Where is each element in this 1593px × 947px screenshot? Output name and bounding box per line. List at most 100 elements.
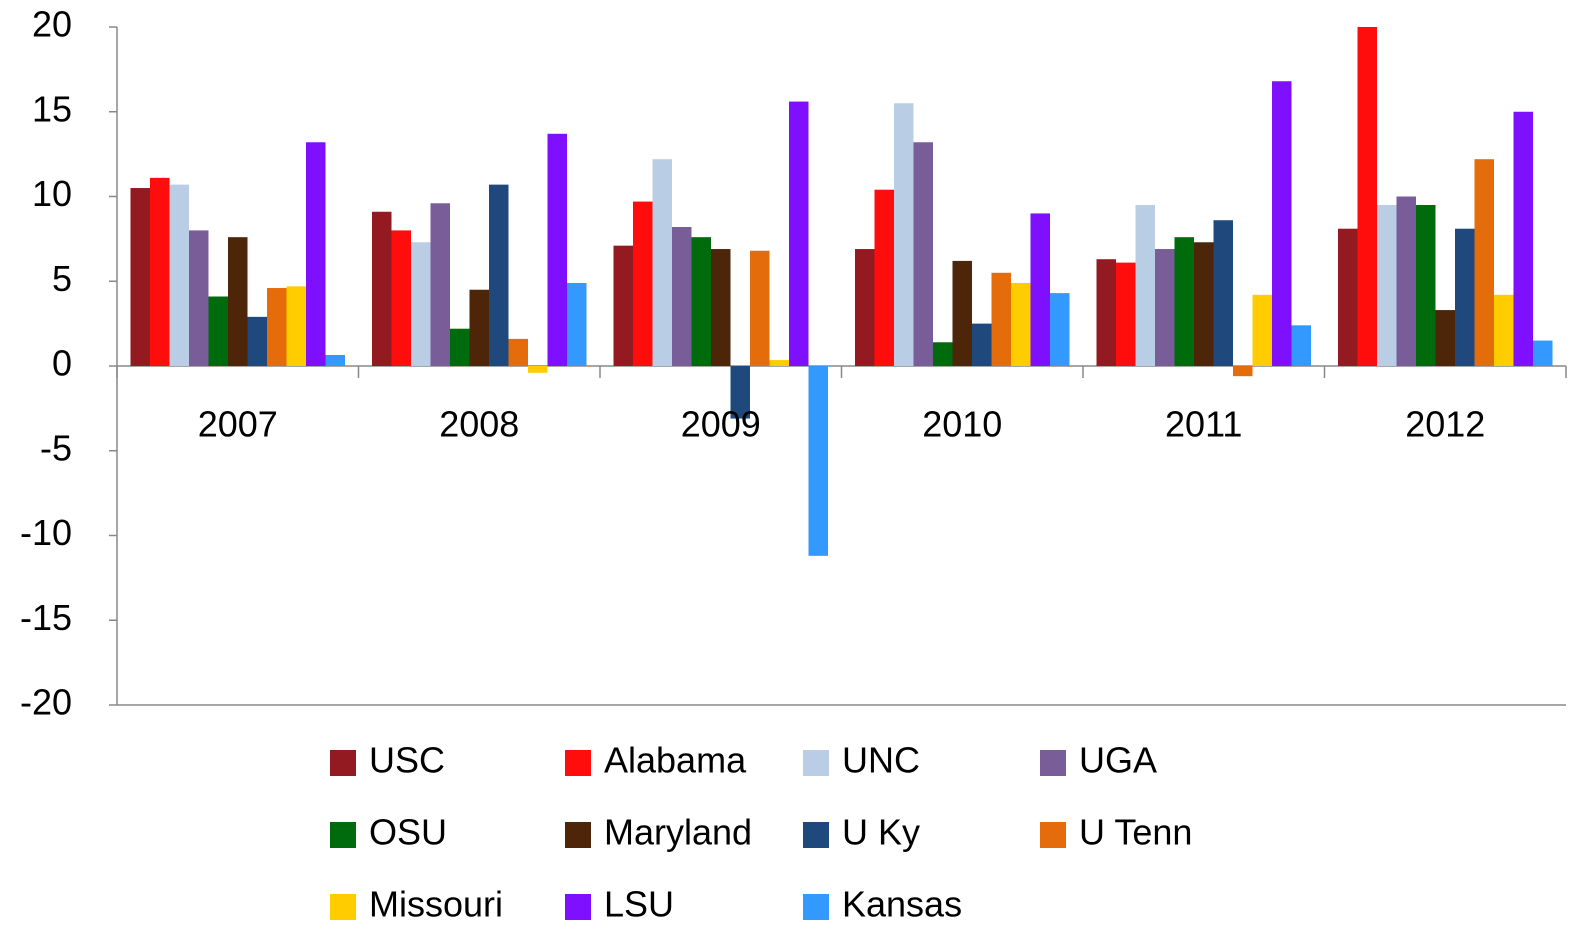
legend-label: Kansas (842, 884, 962, 925)
bar (1011, 282, 1031, 366)
bar (1155, 249, 1175, 366)
bar (1357, 27, 1377, 366)
x-tick-label: 2009 (681, 404, 761, 445)
y-tick-label: 20 (32, 4, 72, 45)
bar (150, 177, 170, 366)
bar (672, 227, 692, 366)
bar (874, 189, 894, 366)
bar (189, 230, 209, 366)
bar (130, 188, 150, 366)
y-tick-label: 0 (52, 343, 72, 384)
y-tick-label: -10 (20, 512, 72, 553)
legend-swatch (1040, 822, 1066, 848)
legend-label: USC (369, 740, 445, 781)
x-tick-label: 2007 (198, 404, 278, 445)
bar (1416, 204, 1436, 366)
bar (411, 242, 431, 366)
bar (894, 103, 914, 367)
bar (991, 272, 1011, 366)
bar (1377, 204, 1397, 366)
bar (1272, 81, 1292, 367)
bar (808, 366, 828, 556)
x-tick-label: 2011 (1165, 404, 1242, 445)
bar (1533, 340, 1553, 366)
bar (169, 184, 189, 366)
bar (286, 286, 306, 366)
legend-swatch (803, 750, 829, 776)
legend-label: Alabama (604, 740, 747, 781)
bar (547, 133, 567, 366)
legend-swatch (330, 750, 356, 776)
x-tick-label: 2010 (922, 404, 1002, 445)
bar (933, 342, 953, 366)
bar (1233, 366, 1253, 377)
bar (228, 237, 248, 366)
y-tick-label: -20 (20, 682, 72, 723)
bar (372, 211, 392, 366)
bar (1252, 294, 1272, 366)
bar (972, 323, 992, 366)
bar (1455, 228, 1475, 366)
bar (769, 360, 789, 366)
bar (1213, 220, 1233, 366)
y-tick-label: -15 (20, 597, 72, 638)
bar (1194, 242, 1214, 366)
legend-swatch (803, 894, 829, 920)
bar (306, 142, 326, 366)
legend-swatch (803, 822, 829, 848)
bar (1174, 237, 1194, 366)
bar (1513, 111, 1533, 366)
legend-label: U Tenn (1079, 812, 1192, 853)
bar (913, 142, 933, 366)
bar (652, 159, 672, 366)
bar (633, 201, 653, 366)
bar (1096, 259, 1116, 366)
bar (1396, 196, 1416, 366)
legend-swatch (1040, 750, 1066, 776)
legend-label: U Ky (842, 812, 920, 853)
legend-swatch (330, 894, 356, 920)
y-tick-label: 5 (52, 258, 72, 299)
bar (1338, 228, 1358, 366)
bar (247, 316, 267, 366)
legend-label: UGA (1079, 740, 1157, 781)
legend-label: OSU (369, 812, 447, 853)
bar (528, 366, 548, 373)
y-tick-label: -5 (40, 427, 72, 468)
legend-swatch (565, 822, 591, 848)
bar (789, 101, 809, 366)
bar (952, 260, 972, 366)
legend-swatch (330, 822, 356, 848)
bar (750, 250, 770, 366)
bar (469, 289, 489, 366)
legend-label: LSU (604, 884, 674, 925)
bar (1116, 262, 1136, 366)
legend-swatch (565, 750, 591, 776)
bar (508, 338, 528, 366)
bar (730, 366, 750, 419)
bar (1494, 294, 1514, 366)
bar (325, 354, 345, 366)
bar (613, 245, 633, 366)
y-tick-label: 15 (32, 88, 72, 129)
bar (1435, 310, 1455, 366)
bar (691, 237, 711, 366)
bar (1291, 325, 1311, 366)
bar (450, 328, 470, 366)
bar (855, 249, 875, 366)
bar (430, 203, 450, 366)
legend-swatch (565, 894, 591, 920)
bar (567, 282, 587, 366)
legend-label: Missouri (369, 884, 503, 925)
bar (1474, 159, 1494, 366)
x-tick-label: 2012 (1405, 404, 1485, 445)
bar (391, 230, 411, 366)
bar (267, 288, 287, 366)
y-tick-label: 10 (32, 173, 72, 214)
legend-label: Maryland (604, 812, 752, 853)
x-tick-label: 2008 (439, 404, 519, 445)
bar (1135, 204, 1155, 366)
legend-label: UNC (842, 740, 920, 781)
bar (208, 296, 228, 366)
